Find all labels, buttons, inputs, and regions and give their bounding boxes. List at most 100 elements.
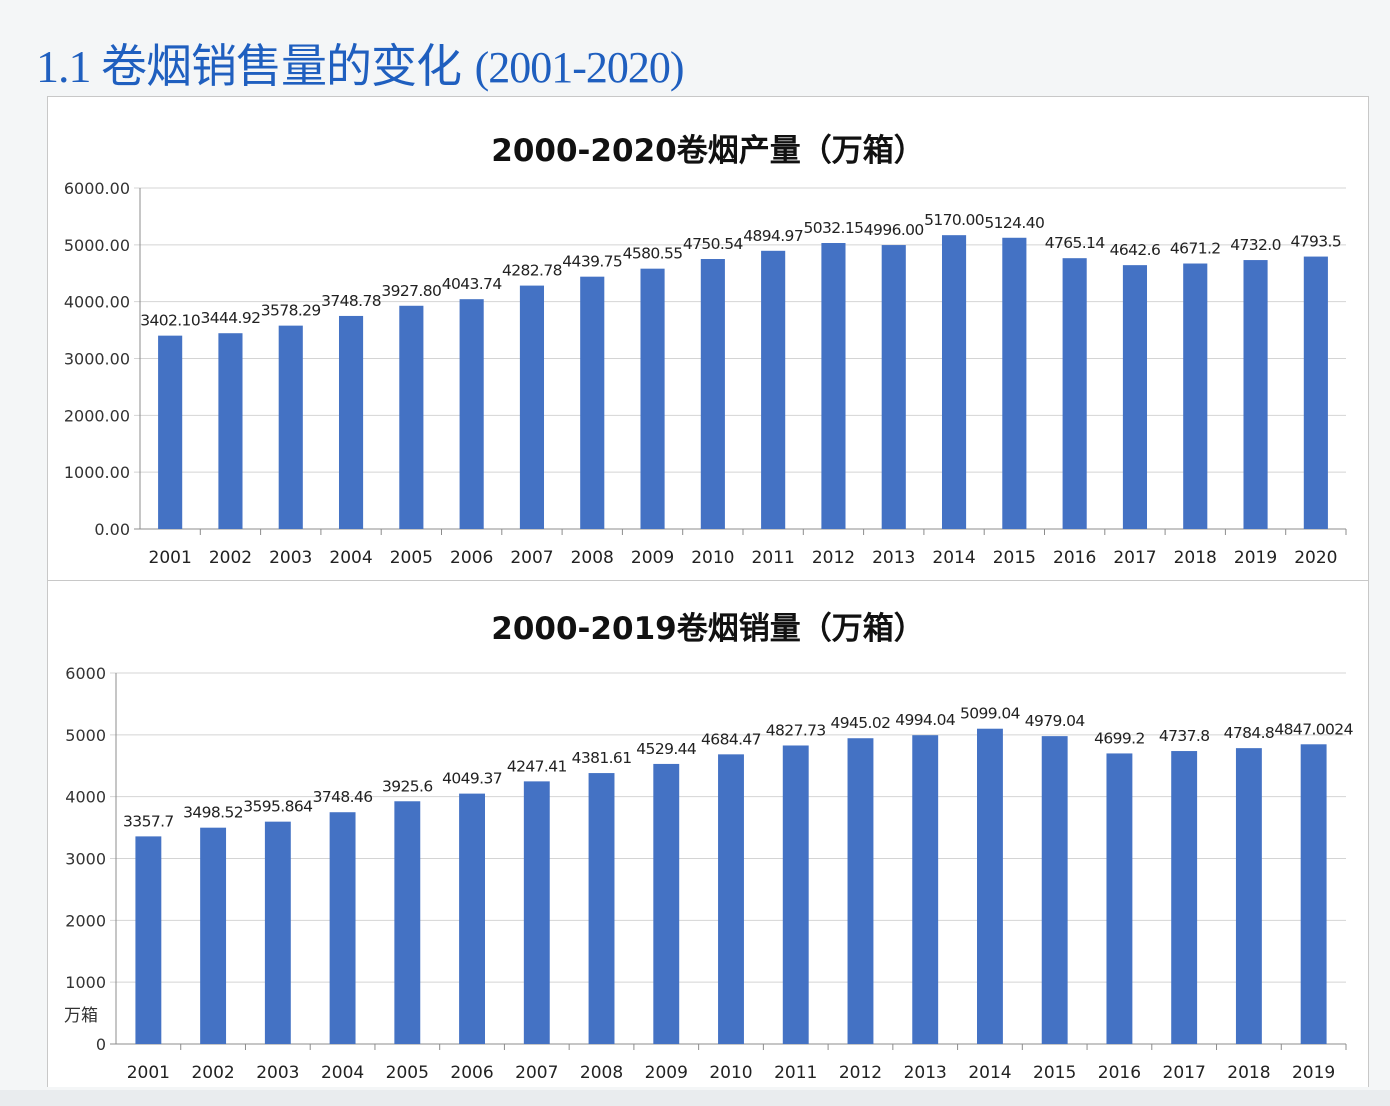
bar [394,801,421,1044]
data-label: 4765.14 [1045,234,1105,252]
bar [218,333,243,529]
x-tick-label: 2010 [709,1063,752,1083]
x-tick-label: 2005 [386,1063,429,1083]
bar [653,763,680,1044]
x-tick-label: 2003 [269,548,312,568]
bar [1183,263,1208,529]
x-tick-label: 2011 [752,548,795,568]
data-label: 5124.40 [984,214,1044,232]
data-label: 5170.00 [924,211,984,229]
bar [1300,744,1327,1044]
y-tick-label: 5000 [65,726,106,745]
x-tick-label: 2007 [510,548,553,568]
x-tick-label: 2020 [1294,548,1337,568]
bar [1062,258,1087,529]
data-label: 4439.75 [562,253,622,271]
x-tick-label: 2005 [390,548,433,568]
bar [1002,237,1027,530]
x-tick-label: 2009 [631,548,674,568]
data-label: 3578.29 [261,302,321,320]
x-tick-label: 2012 [839,1063,882,1083]
x-tick-label: 2002 [209,548,252,568]
x-tick-label: 2010 [691,548,734,568]
bar [640,268,665,529]
x-tick-label: 2013 [872,548,915,568]
bar [200,827,227,1044]
data-label: 4979.04 [1025,712,1085,730]
bar [519,285,545,529]
x-tick-label: 2015 [993,548,1036,568]
bar [977,728,1003,1044]
x-tick-label: 2004 [329,548,372,568]
data-label: 3357.7 [123,812,174,830]
slide-title: 1.1 卷烟销售量的变化 (2001-2020) [36,30,685,96]
data-label: 4247.41 [507,757,567,775]
data-label: 3595.864 [243,798,312,816]
bar [1243,260,1268,529]
y-tick-label: 5000.00 [64,236,130,255]
x-tick-label: 2008 [580,1063,623,1083]
data-label: 3444.92 [200,309,260,327]
x-tick-label: 2019 [1292,1063,1335,1083]
data-label: 4580.55 [623,245,683,263]
x-tick-label: 2009 [645,1063,688,1083]
bar [847,738,874,1044]
bar [1235,748,1262,1044]
bar [158,335,183,529]
y-tick-label: 0.00 [94,520,130,539]
bar [135,836,162,1044]
bar [329,812,356,1044]
y-tick-label: 1000.00 [64,463,130,482]
bar [338,315,364,529]
x-tick-label: 2018 [1227,1063,1270,1083]
data-label: 4049.37 [442,770,502,788]
data-label: 5099.04 [960,705,1020,723]
bar [881,245,906,529]
production-chart-panel: 2000-2020卷烟产量（万箱） 0.00 1000.00 2000.00 3000… [47,96,1369,581]
bar [1303,256,1328,529]
data-label: 4699.2 [1094,729,1145,747]
x-tick-label: 2011 [774,1063,817,1083]
bar [399,305,424,529]
sales-chart-panel: 2000-2019卷烟销量（万箱） 0 1000 2000 3000 4000 5000 6… [47,580,1369,1087]
bar [912,735,939,1044]
x-tick-label: 2012 [812,548,855,568]
bar [278,325,303,529]
bottom-strip [0,1090,1390,1106]
x-tick-label: 2015 [1033,1063,1076,1083]
x-tick-label: 2014 [968,1063,1011,1083]
bar [821,243,846,529]
slide-title-years: (2001-2020) [474,43,685,92]
x-tick-label: 2016 [1053,548,1096,568]
sales-chart-title: 2000-2019卷烟销量（万箱） [491,611,925,647]
x-tick-label: 2001 [149,548,192,568]
data-label: 4847.0024 [1274,720,1352,738]
bar [264,821,291,1044]
data-label: 3402.10 [140,312,200,330]
data-label: 3748.78 [321,292,381,310]
data-label: 4994.04 [895,711,955,729]
x-tick-label: 2004 [321,1063,364,1083]
data-label: 3927.80 [381,282,441,300]
x-tick-label: 2014 [932,548,975,568]
bar [459,793,485,1044]
y-tick-label: 0 [96,1035,106,1054]
x-tick-label: 2016 [1098,1063,1141,1083]
data-label: 4671.2 [1170,240,1221,258]
x-tick-label: 2019 [1234,548,1277,568]
x-tick-label: 2017 [1163,1063,1206,1083]
data-label: 4784.8 [1224,724,1275,742]
y-tick-label: 4000 [65,788,106,807]
bar [782,745,809,1044]
y-tick-label: 2000 [65,911,106,930]
x-tick-label: 2001 [127,1063,170,1083]
data-label: 4894.97 [743,227,803,245]
slide-title-main: 1.1 卷烟销售量的变化 [36,41,462,92]
bar [718,754,744,1044]
data-label: 4827.73 [766,721,826,739]
data-label: 4381.61 [572,749,632,767]
y-tick-label: 6000 [65,664,106,683]
bar [1041,736,1068,1044]
bar [523,781,550,1044]
y-tick-label: 6000.00 [64,179,130,198]
